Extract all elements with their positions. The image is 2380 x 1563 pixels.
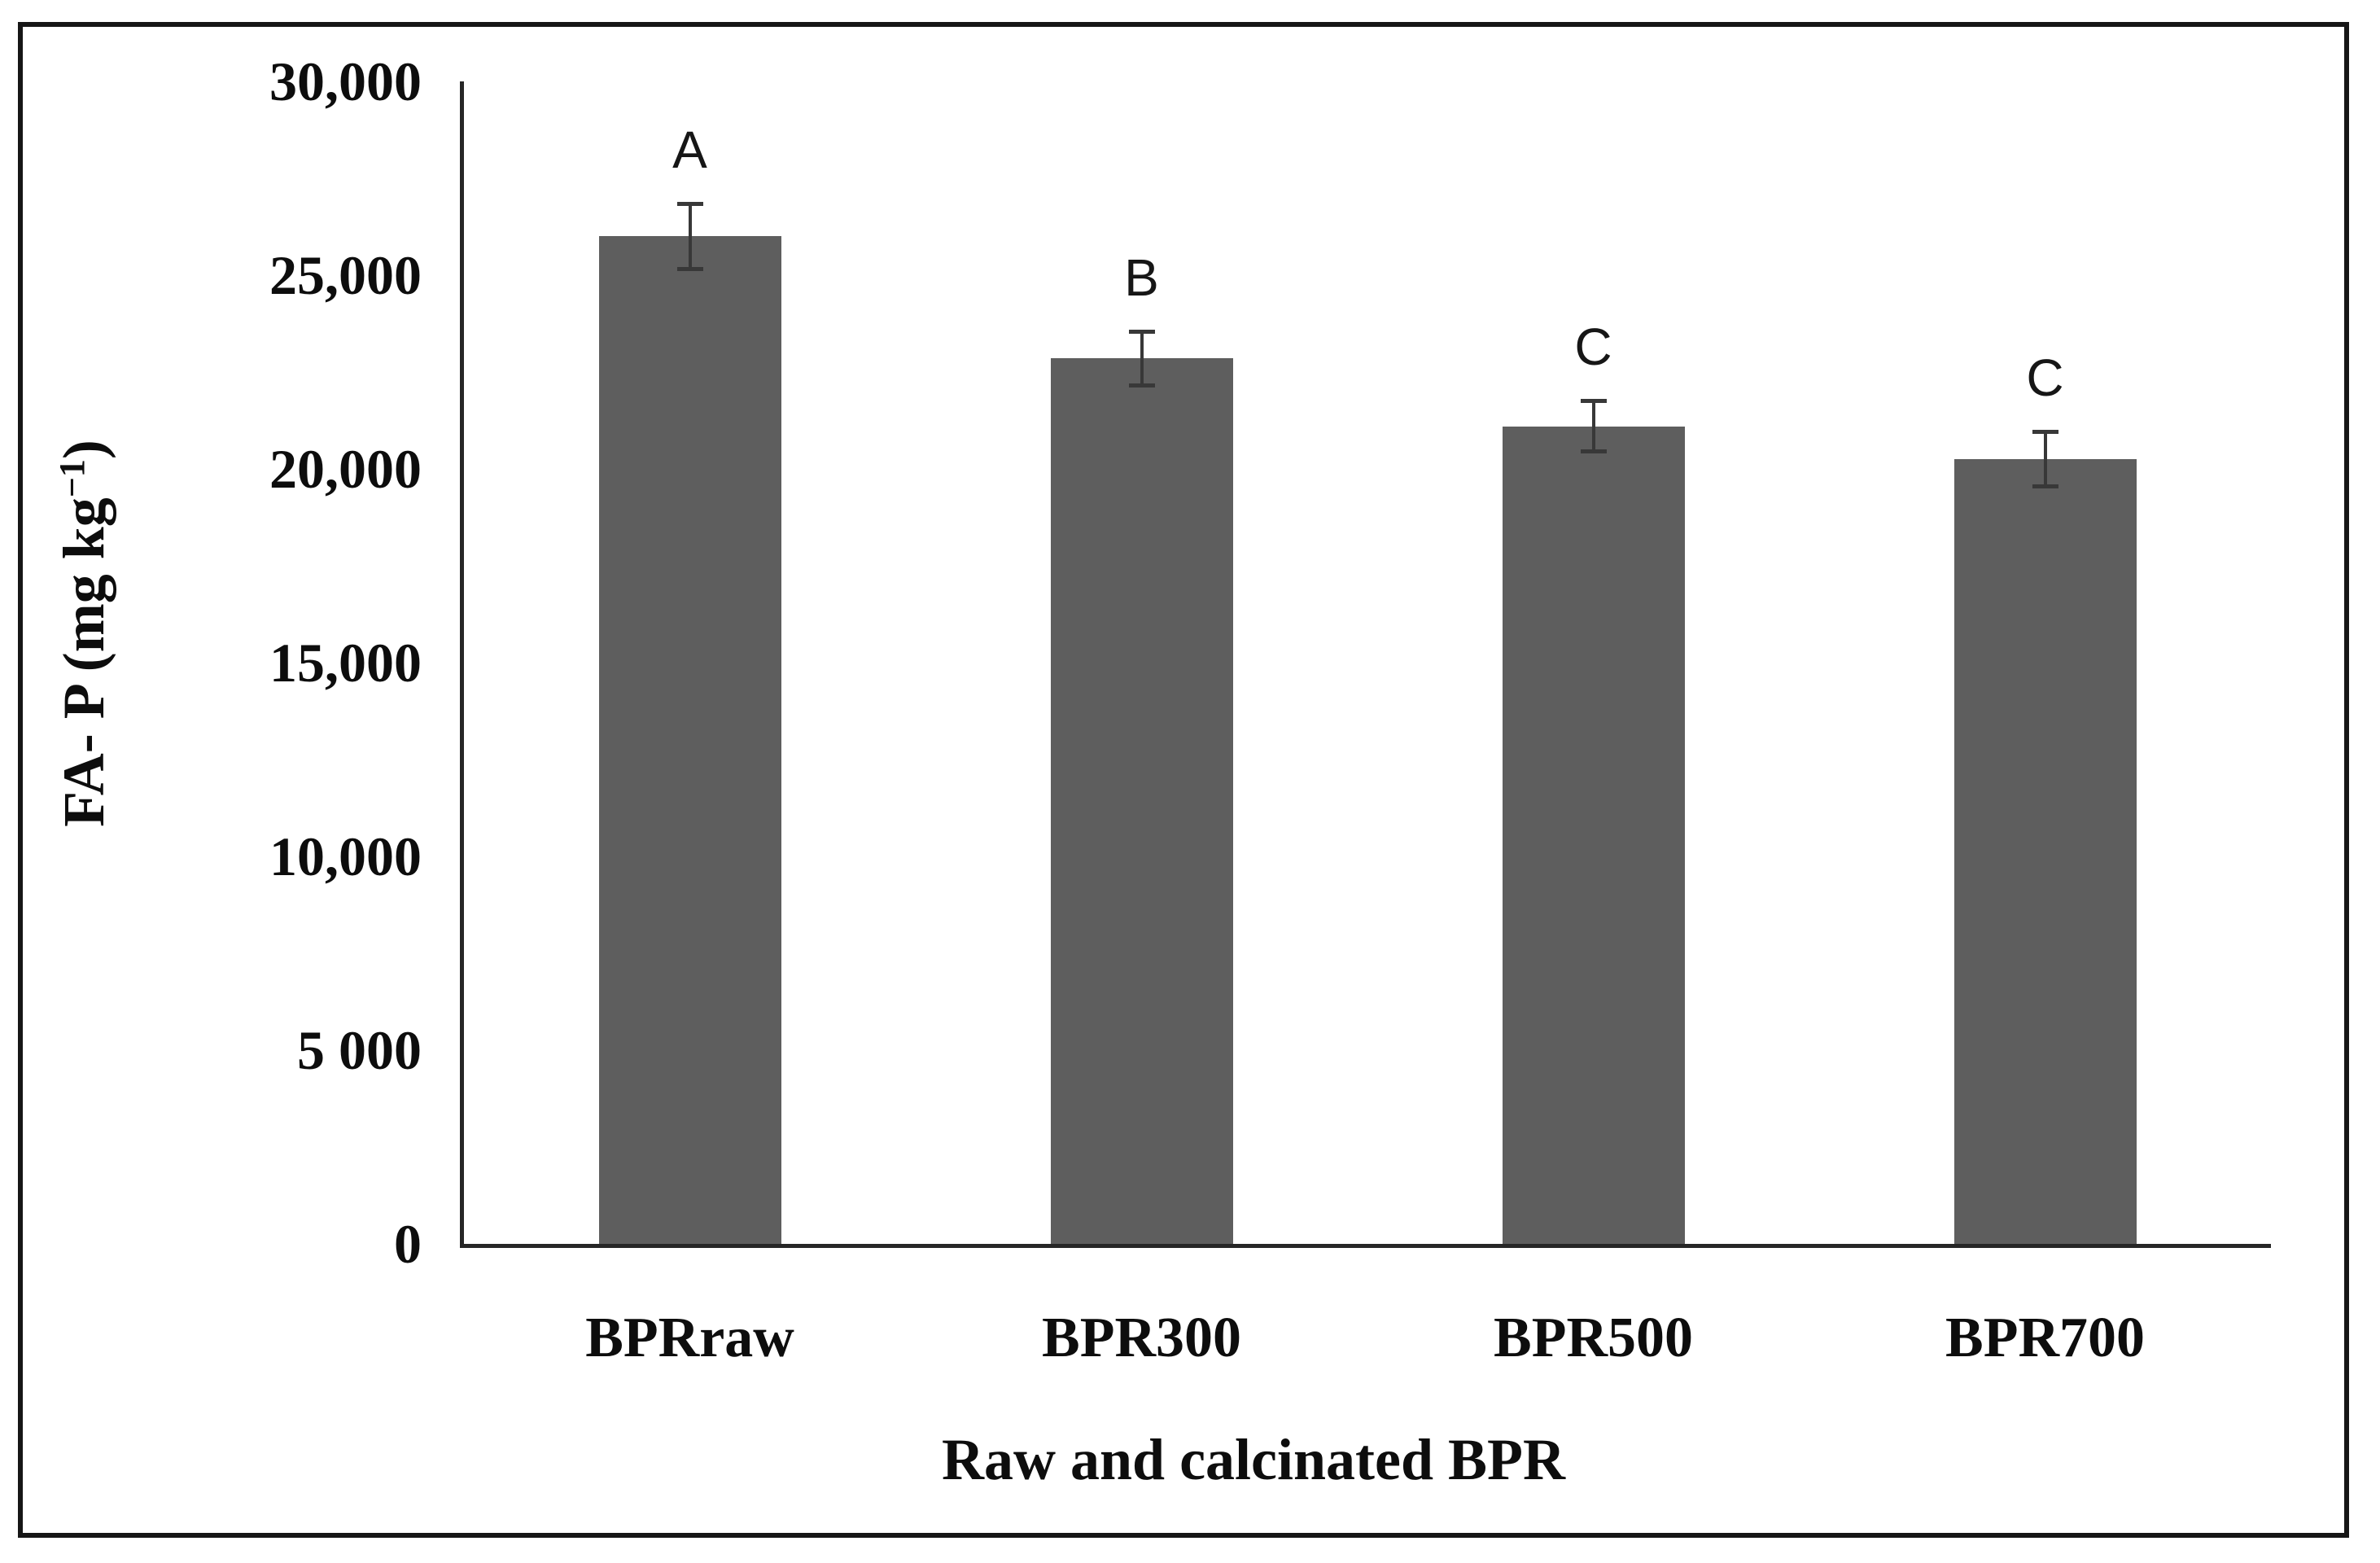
- error-bar-line: [1591, 399, 1595, 453]
- x-axis-line: [460, 1244, 2271, 1248]
- y-axis-title-superscript: −1: [52, 459, 92, 498]
- bar-bpr700: [1953, 459, 2137, 1244]
- y-tick-label: 30,000: [269, 50, 422, 112]
- x-tick-label: BPRraw: [585, 1307, 794, 1369]
- y-tick-label: 0: [394, 1213, 422, 1275]
- error-bar-line: [2043, 430, 2047, 488]
- error-bar-cap-bottom: [1580, 449, 1607, 453]
- error-bar-cap-top: [2032, 430, 2058, 435]
- y-axis-title-text: FA- P (mg kg: [51, 497, 116, 827]
- sig-letter: C: [1574, 317, 1612, 377]
- y-axis-title: FA- P (mg kg−1): [47, 226, 120, 1040]
- y-tick-label: 10,000: [269, 825, 422, 887]
- x-axis-title: Raw and calcinated BPR: [941, 1427, 1566, 1492]
- error-bar-cap-bottom: [1128, 383, 1155, 388]
- sig-letter: C: [2026, 348, 2064, 408]
- x-tick-label: BPR300: [1042, 1307, 1241, 1369]
- y-tick-label: 5 000: [297, 1019, 422, 1081]
- y-tick-label: 25,000: [269, 244, 422, 306]
- sig-letter: A: [672, 120, 707, 179]
- bar-bpr300: [1050, 358, 1233, 1244]
- x-tick-label: BPR700: [1945, 1307, 2145, 1369]
- error-bar-cap-top: [676, 201, 703, 206]
- error-bar-line: [688, 201, 692, 272]
- error-bar-cap-bottom: [2032, 484, 2058, 488]
- y-axis-line: [460, 81, 464, 1248]
- y-tick-label: 15,000: [269, 632, 422, 694]
- x-tick-label: BPR500: [1494, 1307, 1693, 1369]
- error-bar-line: [1140, 329, 1144, 388]
- error-bar-cap-top: [1128, 329, 1155, 334]
- error-bar-cap-top: [1580, 399, 1607, 404]
- error-bar-cap-bottom: [676, 267, 703, 272]
- y-tick-label: 20,000: [269, 438, 422, 500]
- bar-bpr500: [1502, 426, 1685, 1244]
- sig-letter: B: [1124, 247, 1159, 307]
- bar-bprraw: [598, 236, 781, 1244]
- y-axis-title-close: ): [51, 440, 116, 460]
